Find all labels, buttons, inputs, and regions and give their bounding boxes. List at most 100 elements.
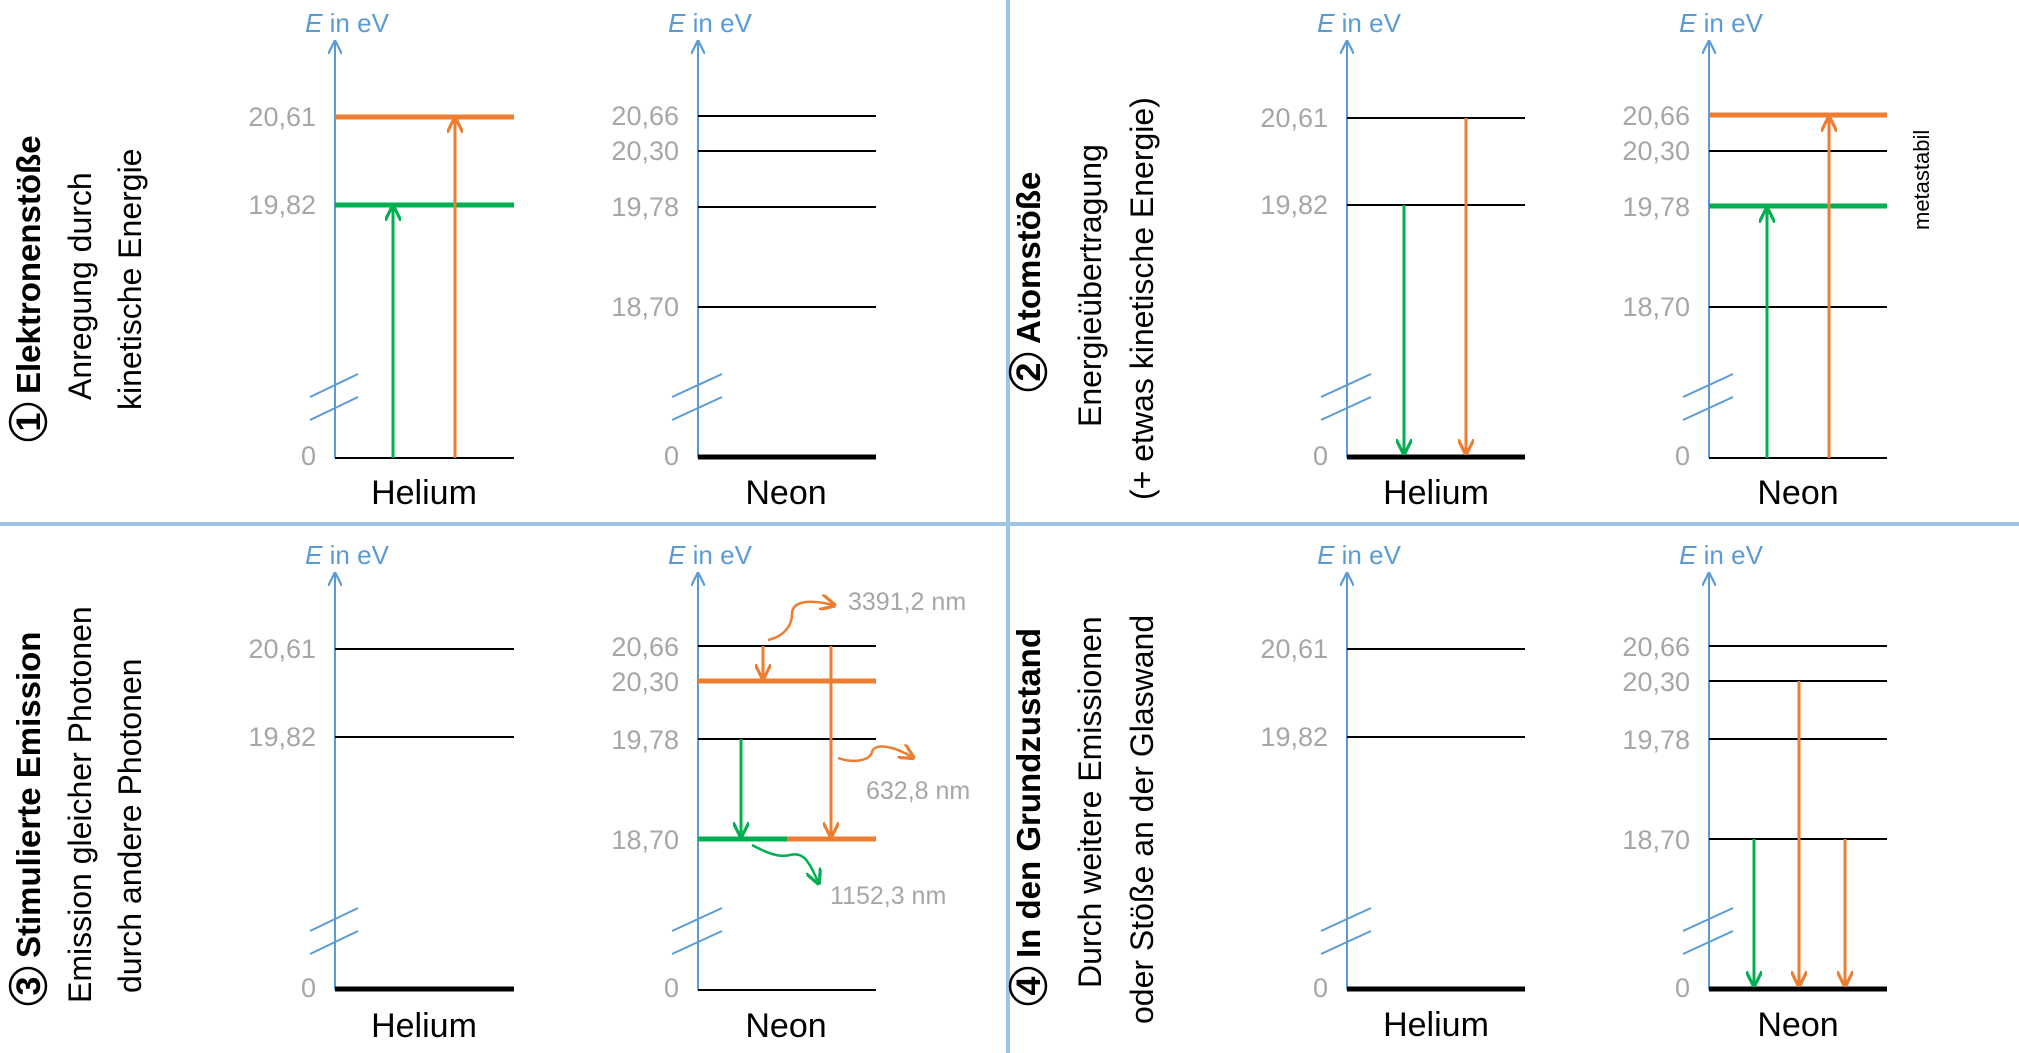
zero-label: 0 <box>1675 441 1690 471</box>
panel-3-subtitle-line-1: Emission gleicher Photonen <box>62 606 98 1003</box>
panel-3-title: Stimulierte Emission <box>10 632 47 958</box>
panel-1-subtitle-line-2: kinetische Energie <box>112 149 148 410</box>
value-label-18-70: 18,70 <box>611 825 679 855</box>
axis-break <box>1320 396 1372 421</box>
axis-break <box>1320 930 1372 955</box>
axis-label: E in eV <box>305 540 389 570</box>
axis-break <box>1682 907 1734 932</box>
panel-4-heading: 4 In den Grundzustand <box>1008 628 1048 1006</box>
zero-label: 0 <box>1675 973 1690 1003</box>
panel-4-neon-diagram: E in eV 0 20,66 20,30 19,78 18,70 Neon <box>1622 540 1887 1044</box>
panel-4-number: 4 <box>1010 976 1048 995</box>
value-label-18-70: 18,70 <box>1622 292 1690 322</box>
atom-label-helium: Helium <box>371 1007 477 1045</box>
value-label-19-82: 19,82 <box>1260 722 1328 752</box>
panel-3-heading: 3 Stimulierte Emission <box>8 632 48 1006</box>
value-label-20-66: 20,66 <box>611 632 679 662</box>
panel-2-subtitle-line-1: Energieübertragung <box>1072 144 1108 427</box>
value-label-18-70: 18,70 <box>611 292 679 322</box>
zero-label: 0 <box>664 441 679 471</box>
panel-4-subtitle-line-2: oder Stöße an der Glaswand <box>1124 615 1160 1024</box>
value-label-19-78: 19,78 <box>611 725 679 755</box>
axis-label: E in eV <box>1679 540 1763 570</box>
value-label-20-66: 20,66 <box>611 101 679 131</box>
atom-label-neon: Neon <box>1757 1006 1838 1044</box>
axis-break <box>1320 373 1372 398</box>
panel-4: 4 In den Grundzustand Durch weitere Emis… <box>1008 540 1887 1044</box>
value-label-19-82: 19,82 <box>1260 190 1328 220</box>
panel-1: 1 Elektronenstöße Anregung durch kinetis… <box>8 8 876 512</box>
zero-label: 0 <box>1313 973 1328 1003</box>
value-label-20-61: 20,61 <box>248 102 316 132</box>
panel-3-number-circle <box>8 966 48 1006</box>
value-label-20-61: 20,61 <box>248 634 316 664</box>
panel-1-subtitle-line-1: Anregung durch <box>62 172 98 400</box>
photon-wave-1152 <box>751 843 818 882</box>
axis-break <box>309 907 359 932</box>
axis-break <box>1320 907 1372 932</box>
panel-1-title: Elektronenstöße <box>10 135 47 394</box>
wavelength-label-3391: 3391,2 nm <box>848 588 966 616</box>
axis-label: E in eV <box>668 540 752 570</box>
axis-label: E in eV <box>305 8 389 38</box>
axis-break <box>671 907 723 932</box>
value-label-18-70: 18,70 <box>1622 825 1690 855</box>
atom-label-helium: Helium <box>371 474 477 512</box>
panel-3-helium-diagram: E in eV 0 20,61 19,82 Helium <box>248 540 514 1045</box>
panel-2-number-circle <box>1008 352 1048 392</box>
panel-2-title: Atomstöße <box>1010 172 1047 344</box>
axis-break <box>671 930 723 955</box>
panel-1-heading: 1 Elektronenstöße <box>8 135 48 442</box>
panel-2: 2 Atomstöße Energieübertragung (+ etwas … <box>1008 8 1934 512</box>
panel-2-number: 2 <box>1010 363 1048 382</box>
value-label-19-82: 19,82 <box>248 190 316 220</box>
panel-3-subtitle-line-2: durch andere Photonen <box>112 659 148 993</box>
value-label-20-66: 20,66 <box>1622 101 1690 131</box>
zero-label: 0 <box>664 973 679 1003</box>
value-label-20-30: 20,30 <box>611 136 679 166</box>
panel-2-subtitle-line-2: (+ etwas kinetische Energie) <box>1124 97 1160 500</box>
value-label-20-30: 20,30 <box>1622 667 1690 697</box>
value-label-19-78: 19,78 <box>1622 725 1690 755</box>
value-label-20-30: 20,30 <box>1622 136 1690 166</box>
panel-4-helium-diagram: E in eV 0 20,61 19,82 Helium <box>1260 540 1525 1044</box>
value-label-20-61: 20,61 <box>1260 634 1328 664</box>
photon-wave-3391 <box>767 602 833 642</box>
axis-label: E in eV <box>1317 8 1401 38</box>
value-label-20-30: 20,30 <box>611 667 679 697</box>
zero-label: 0 <box>301 441 316 471</box>
axis-break <box>1682 373 1734 398</box>
axis-break <box>309 930 359 955</box>
panel-3: 3 Stimulierte Emission Emission gleicher… <box>8 540 970 1045</box>
atom-label-helium: Helium <box>1383 1006 1489 1044</box>
panel-3-neon-diagram: E in eV 0 20,66 20,30 19,78 18,70 3391,2… <box>611 540 970 1045</box>
axis-label: E in eV <box>668 8 752 38</box>
wavelength-label-1152: 1152,3 nm <box>830 882 946 910</box>
axis-break <box>671 396 723 421</box>
panel-2-helium-diagram: E in eV 0 20,61 19,82 Helium <box>1260 8 1525 512</box>
panel-2-heading: 2 Atomstöße <box>1008 172 1048 392</box>
value-label-20-61: 20,61 <box>1260 103 1328 133</box>
axis-label: E in eV <box>1679 8 1763 38</box>
value-label-19-82: 19,82 <box>248 722 316 752</box>
metastable-note: metastabil <box>1909 130 1934 230</box>
value-label-19-78: 19,78 <box>1622 192 1690 222</box>
panel-4-title: In den Grundzustand <box>1010 628 1047 958</box>
value-label-19-78: 19,78 <box>611 192 679 222</box>
panel-3-number: 3 <box>10 977 48 996</box>
photon-wave-632 <box>837 747 912 763</box>
panel-2-neon-diagram: E in eV 0 20,66 20,30 19,78 18,70 metast… <box>1622 8 1934 512</box>
atom-label-neon: Neon <box>1757 474 1838 512</box>
panel-4-number-circle <box>1008 966 1048 1006</box>
panel-1-number-circle <box>8 402 48 442</box>
panel-1-number: 1 <box>10 413 48 432</box>
zero-label: 0 <box>301 973 316 1003</box>
panel-4-subtitle-line-1: Durch weitere Emissionen <box>1072 616 1108 988</box>
wavelength-label-632: 632,8 nm <box>866 777 970 805</box>
axis-break <box>1682 396 1734 421</box>
axis-break <box>1682 930 1734 955</box>
panel-1-neon-diagram: E in eV 0 20,66 20,30 19,78 18,70 Neon <box>611 8 876 512</box>
axis-label: E in eV <box>1317 540 1401 570</box>
axis-break <box>309 396 359 421</box>
